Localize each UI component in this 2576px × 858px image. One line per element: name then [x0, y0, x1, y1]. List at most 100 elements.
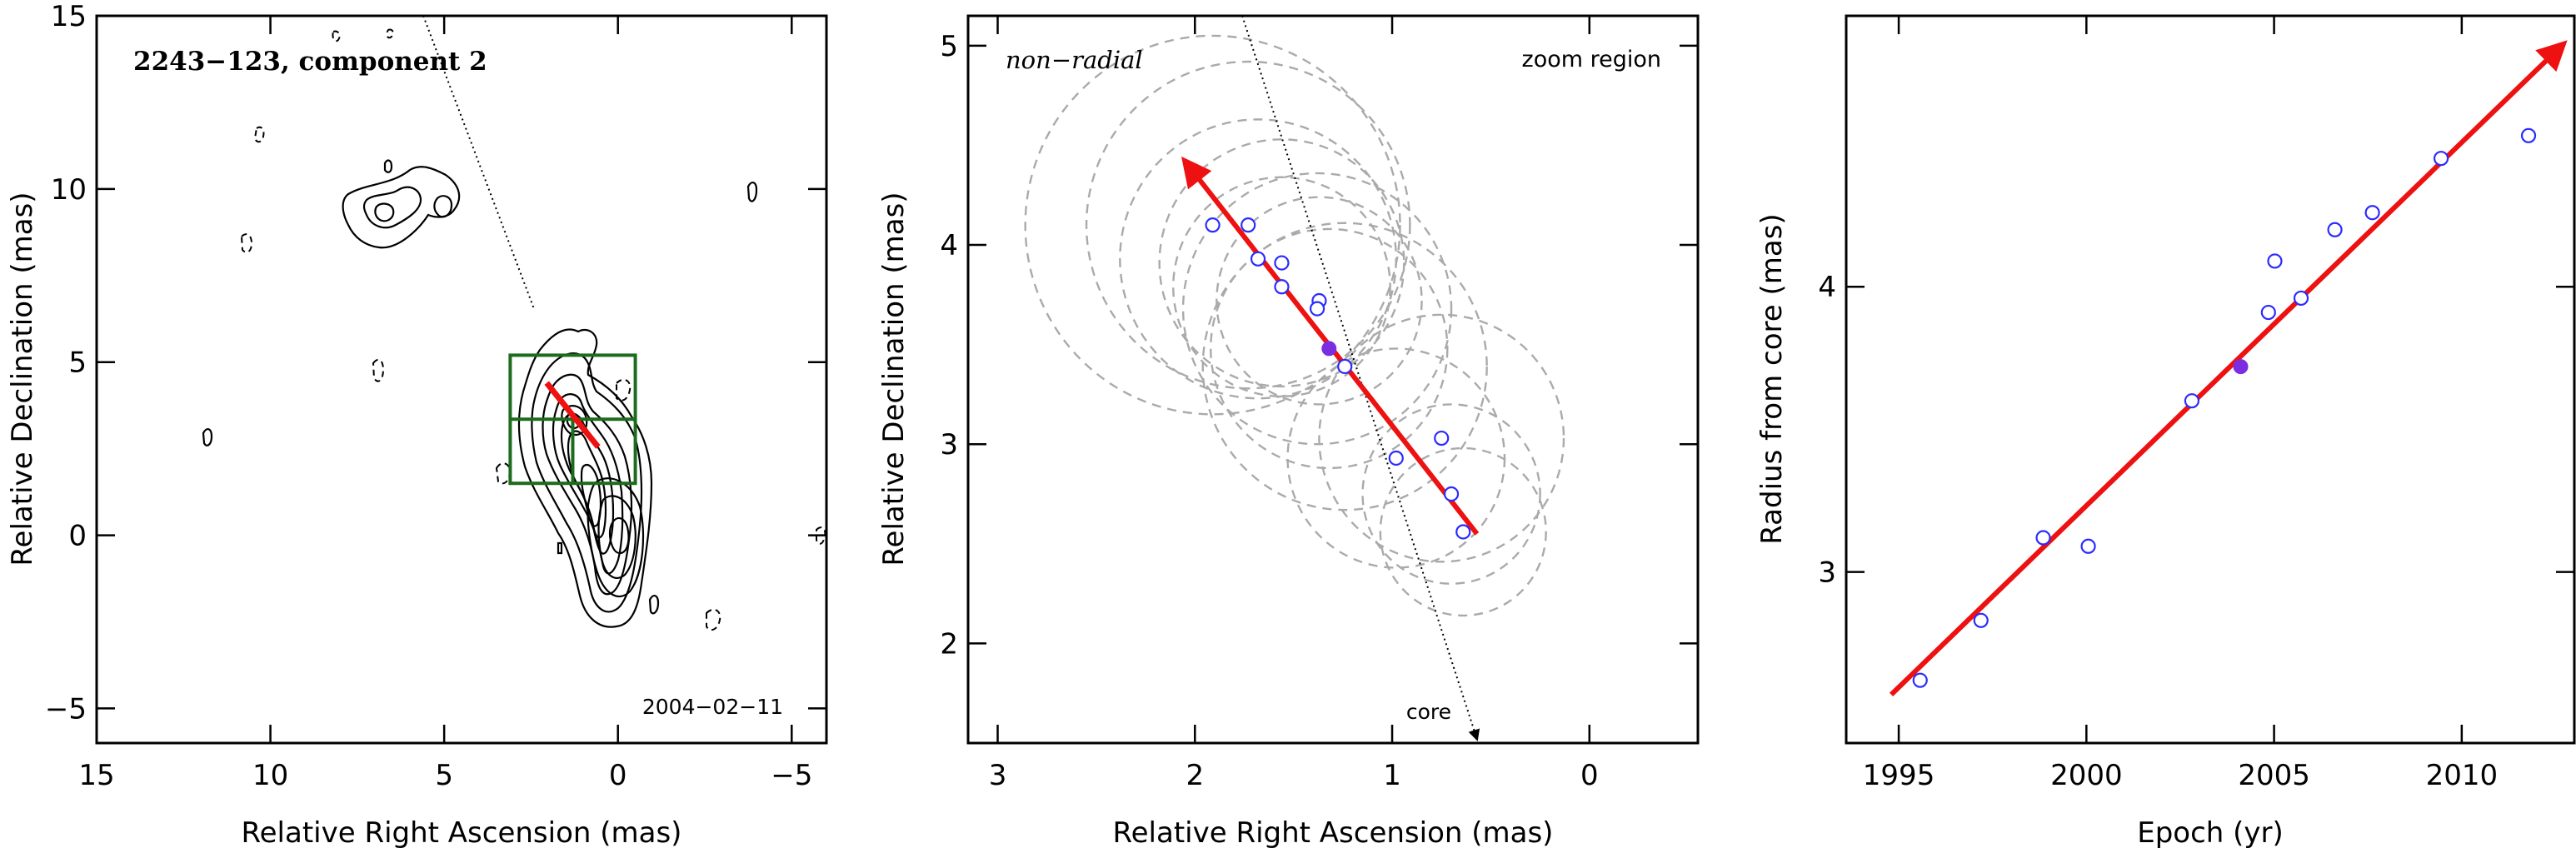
panel3-frame [1845, 14, 2576, 745]
contour-jet-7 [580, 463, 602, 527]
data-point [1274, 255, 1290, 271]
panel2-xtick-label: 1 [1383, 759, 1401, 792]
data-point [2267, 253, 2283, 269]
panel-radius-vs-epoch: 1995 2000 2005 2010 3 4 Epoch (yr) Radius fro… [1755, 14, 2576, 850]
panel3-ytick-label: 3 [1818, 556, 1836, 590]
component-circle [1158, 138, 1405, 388]
contour-jet-6 [567, 430, 607, 539]
panel1-ytick-label: 0 [68, 520, 87, 553]
panel2-ticks: 3 2 1 0 2 3 4 5 [940, 16, 1698, 792]
panel1-xtick-label: 0 [609, 759, 627, 792]
highlight-point [1321, 341, 1337, 357]
core-direction-line [1241, 15, 1480, 741]
component-circle [1201, 222, 1488, 511]
contour-neg-1 [372, 358, 385, 382]
data-point [2184, 393, 2200, 409]
panel3-ytick-label: 4 [1818, 271, 1836, 304]
highlight-point [2233, 359, 2249, 375]
panel2-xtick-label: 0 [1580, 759, 1599, 792]
contour-neg-6 [706, 608, 721, 631]
contour-neg-4 [495, 462, 512, 485]
component-positions [1205, 217, 1471, 540]
radio-contours [202, 28, 826, 631]
data-point [1434, 430, 1450, 446]
contour-upper-knot-inner [362, 186, 422, 229]
data-point [1443, 486, 1460, 502]
panel1-ytick-label: 10 [51, 173, 87, 207]
contour-neg-3 [253, 126, 265, 143]
data-point [1274, 279, 1290, 295]
panel2-ytick-label: 3 [940, 428, 958, 461]
data-point [1912, 672, 1928, 688]
component-circle [1216, 196, 1423, 406]
data-point [1455, 524, 1471, 540]
component-circle [1172, 176, 1391, 398]
contour-neg-2 [240, 233, 253, 253]
component-circle [1318, 313, 1565, 563]
data-point [1309, 301, 1325, 317]
component-size-circles [1024, 34, 1565, 617]
component-circle [1119, 118, 1397, 400]
panel3-ylabel: Radius from core (mas) [1755, 213, 1789, 544]
panel3-xtick-label: 2005 [2238, 759, 2310, 792]
panel1-epoch-label: 2004−02−11 [642, 695, 783, 719]
panel3-xlabel: Epoch (yr) [2137, 816, 2284, 850]
data-point [2260, 304, 2276, 321]
contour-upper-knot [342, 166, 461, 249]
data-point [2520, 127, 2537, 143]
panel1-xtick-label: 5 [435, 759, 453, 792]
contour-island-3 [648, 595, 660, 615]
contour-jet-core-2 [597, 495, 637, 579]
data-point [2364, 205, 2380, 221]
panel3-xtick-label: 2010 [2426, 759, 2499, 792]
fit-arrow [1889, 40, 2568, 696]
component-circle [1361, 403, 1541, 585]
panel1-ytick-label: 5 [68, 347, 87, 380]
component-circle [1024, 34, 1401, 416]
panel1-xlabel: Relative Right Ascension (mas) [242, 816, 682, 850]
panel1-title: 2243−123, component 2 [133, 47, 487, 77]
data-point [1250, 251, 1266, 267]
contour-knot-blob [433, 195, 453, 218]
radius-points [1912, 127, 2537, 688]
panel1-xtick-label: 10 [252, 759, 288, 792]
panel2-frame [966, 14, 1700, 745]
panel2-ytick-label: 2 [940, 627, 958, 661]
data-point [1973, 612, 1989, 628]
contour-jet-core [608, 516, 630, 555]
fit-segment [544, 381, 601, 449]
data-point [2080, 538, 2096, 554]
contour-island-1 [202, 428, 213, 446]
contour-jet-2 [531, 352, 643, 613]
panel2-ylabel: Relative Declination (mas) [877, 192, 911, 566]
data-point [2293, 290, 2309, 307]
contour-neg-9 [816, 526, 826, 545]
contour-knot-near-core [561, 405, 588, 436]
data-point [1388, 450, 1404, 466]
component-circle [1181, 172, 1453, 446]
data-point [1205, 217, 1221, 233]
component-circle [1085, 60, 1411, 390]
panel1-ticks: 15 10 5 0 −5 −5 0 5 10 15 [45, 0, 826, 792]
panel3-xtick-label: 1995 [1863, 759, 1935, 792]
contour-neg-7 [332, 30, 341, 42]
data-point [2433, 151, 2449, 167]
panel2-xtick-label: 2 [1186, 759, 1204, 792]
panel2-xtick-label: 3 [989, 759, 1007, 792]
core-label: core [1406, 700, 1451, 724]
panel3-xtick-label: 2000 [2050, 759, 2123, 792]
panel2-ytick-label: 4 [940, 229, 958, 262]
component-circle [1210, 227, 1449, 470]
panel2-zoom-label: zoom region [1522, 47, 1661, 72]
data-point [2035, 530, 2051, 546]
contour-neg-5 [616, 378, 632, 402]
panel1-frame [95, 14, 828, 745]
component-circle [1379, 446, 1547, 617]
panel-contour-map: 15 10 5 0 −5 −5 0 5 10 15 2243−123, component 2 2… [6, 0, 828, 850]
contour-neg-8 [386, 28, 394, 39]
contour-upper-knot-core [374, 202, 395, 222]
contour-jet-outer [517, 328, 653, 628]
panel2-title: non−radial [1006, 46, 1143, 74]
panel1-xtick-label: 15 [78, 759, 114, 792]
